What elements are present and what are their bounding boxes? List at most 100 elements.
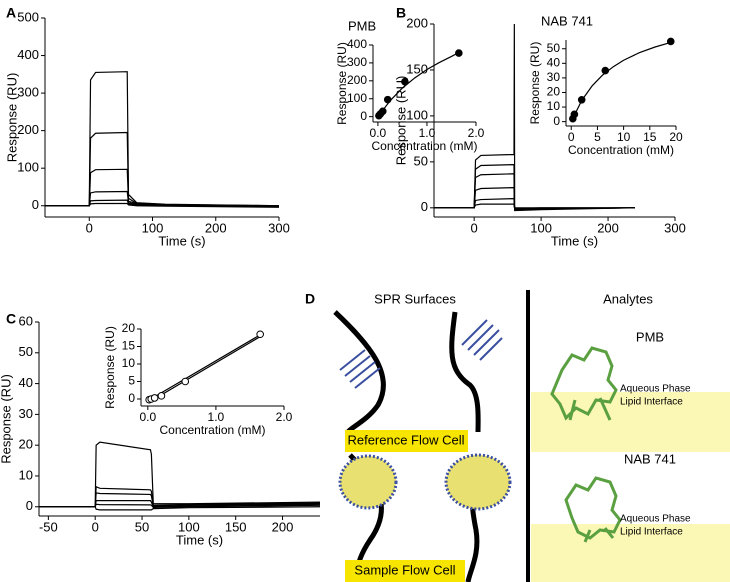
y-tick-label: 10 (547, 99, 561, 113)
chart: 0.0 1.0 2.0 0 5 10 15 20 Concentration (mM) Respo… (103, 321, 292, 437)
surface-curve (333, 310, 386, 434)
series-line (434, 173, 635, 211)
y-axis-label: Response (RU) (0, 374, 13, 464)
y-tick-label: 10 (122, 356, 136, 370)
chart: 0 100 200 300 0 100 200 300 400 500 Time (s) Respon… (4, 5, 289, 249)
x-tick-label: 50 (135, 519, 149, 534)
y-tick-label: 40 (19, 375, 33, 390)
phase-label: Lipid Interface (620, 527, 683, 538)
y-axis-label: Response (RU) (528, 42, 542, 125)
x-tick-label: 300 (268, 220, 290, 235)
x-tick-label: 2.0 (468, 126, 485, 140)
flow-cell-label: Reference Flow Cell (347, 432, 464, 447)
phase-label: Lipid Interface (620, 397, 683, 408)
x-tick-label: 0.0 (139, 410, 156, 424)
y-tick-label: 200 (347, 73, 367, 87)
y-tick-label: 0 (26, 498, 33, 513)
series-line (147, 334, 264, 404)
y-axis-label: Response (RU) (4, 73, 19, 163)
panel-letter: A (6, 5, 16, 21)
y-tick-label: 150 (406, 61, 428, 76)
y-tick-label: 20 (122, 321, 136, 335)
x-tick-label: 2.0 (276, 410, 293, 424)
y-tick-label: 30 (19, 406, 33, 421)
panel-letter: C (6, 311, 16, 327)
y-tick-label: 50 (547, 41, 561, 55)
y-tick-label: 15 (122, 339, 136, 353)
x-axis-label: Concentration (mM) (159, 423, 265, 437)
y-axis-label: Response (RU) (103, 326, 117, 409)
y-tick-label: 60 (19, 313, 33, 328)
y-tick-label: 20 (19, 437, 33, 452)
y-tick-label: 0 (421, 199, 428, 214)
series-line (434, 203, 635, 209)
panel-d: D SPR Surfaces Analytes Reference Flow C… (305, 290, 730, 582)
x-tick-label: 0 (86, 220, 93, 235)
y-tick-label: 100 (17, 160, 39, 175)
flow-cell-box (345, 560, 465, 582)
y-tick-label: 400 (17, 47, 39, 62)
surface-curve (449, 311, 481, 433)
x-tick-label: 0 (471, 220, 478, 235)
panel-letter: B (396, 5, 406, 21)
nanodisc (444, 453, 512, 511)
y-tick-label: 50 (414, 153, 428, 168)
x-tick-label: 5 (594, 130, 601, 144)
y-tick-label: 0 (32, 197, 39, 212)
x-tick-label: 0.0 (370, 126, 387, 140)
y-tick-label: 300 (17, 85, 39, 100)
series-line (434, 163, 635, 211)
flow-cell-box (345, 430, 468, 452)
section-title: SPR Surfaces (374, 291, 456, 306)
x-tick-label: 200 (597, 220, 619, 235)
lipid-band (531, 392, 730, 452)
series-line (45, 202, 280, 208)
inset-title: PMB (348, 18, 376, 33)
x-tick-label: 200 (205, 220, 227, 235)
data-point (256, 330, 264, 339)
series-line (377, 50, 462, 117)
x-tick-label: 1.0 (419, 126, 436, 140)
x-axis-label: Time (s) (158, 233, 205, 248)
data-point (181, 377, 190, 386)
x-tick-label: 0 (568, 130, 575, 144)
nanodisc (338, 454, 398, 510)
x-axis-label: Time (s) (176, 532, 223, 547)
x-tick-label: 1.0 (208, 410, 225, 424)
x-tick-label: 0 (92, 519, 99, 534)
x-tick-label: 150 (225, 519, 247, 534)
y-tick-label: 300 (347, 55, 367, 69)
series-line (45, 131, 280, 207)
x-tick-label: 200 (272, 519, 294, 534)
y-tick-label: 20 (547, 85, 561, 99)
y-tick-label: 100 (347, 91, 367, 105)
data-point (157, 392, 166, 400)
x-axis-label: Concentration (mM) (371, 139, 477, 153)
molecule (564, 476, 622, 543)
x-tick-label: 20 (669, 130, 683, 144)
panel-letter: D (305, 291, 315, 307)
y-tick-label: 30 (547, 70, 561, 84)
series-line (147, 332, 264, 402)
y-tick-label: 400 (347, 37, 367, 51)
x-tick-label: 100 (530, 220, 552, 235)
y-tick-label: 5 (128, 374, 135, 388)
analyte-name: NAB 741 (624, 451, 676, 466)
x-tick-label: 15 (643, 130, 657, 144)
phase-label: Aqueous Phase (620, 384, 691, 395)
data-point (383, 95, 392, 104)
y-tick-label: 10 (19, 467, 33, 482)
x-tick-label: 10 (617, 130, 631, 144)
chart: 0.0 1.0 2.0 0 100 200 300 400 Concentration (mM)… (335, 18, 484, 153)
y-tick-label: 200 (406, 15, 428, 30)
protein (339, 319, 503, 389)
series-line (39, 441, 321, 508)
y-tick-label: 0 (553, 114, 560, 128)
molecule (550, 346, 618, 421)
x-axis-label: Concentration (mM) (568, 143, 674, 157)
y-tick-label: 0 (360, 109, 367, 123)
